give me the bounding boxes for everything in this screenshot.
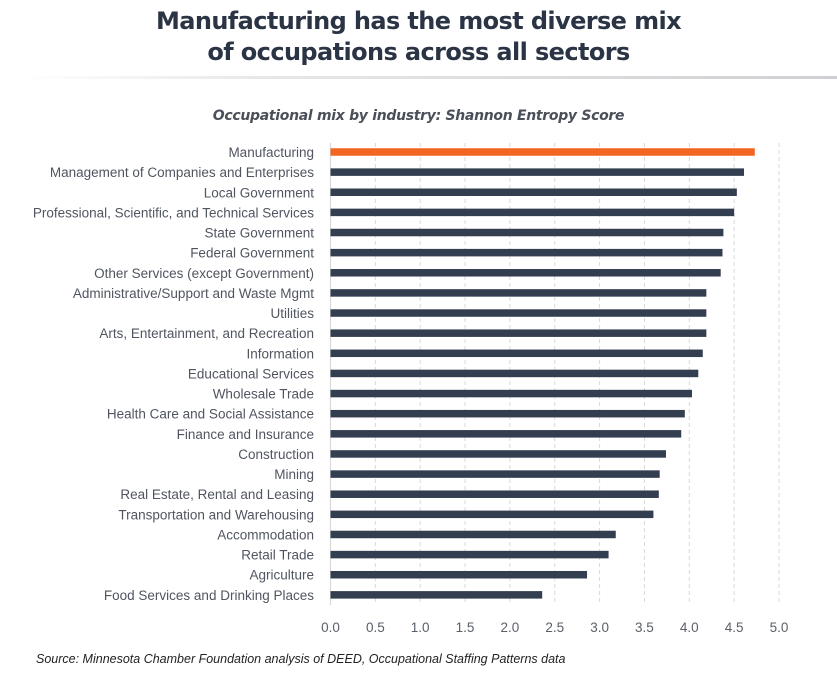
x-tick-label: 0.5 — [366, 620, 385, 635]
bar-administrative-support-and-waste-mgmt — [330, 289, 707, 297]
category-label: Management of Companies and Enterprises — [50, 165, 314, 180]
x-tick-label: 4.0 — [680, 620, 699, 635]
bar-retail-trade — [330, 550, 609, 559]
category-label: Mining — [274, 467, 314, 482]
category-label: Educational Services — [188, 366, 314, 381]
category-label: Administrative/Support and Waste Mgmt — [73, 286, 314, 301]
bar-accommodation — [330, 530, 616, 539]
page-title: Manufacturing has the most diverse mix o… — [0, 6, 837, 68]
x-tick-label: 3.5 — [635, 620, 654, 635]
category-label: Retail Trade — [241, 548, 314, 563]
category-label: Real Estate, Rental and Leasing — [120, 487, 314, 502]
bar-transportation-and-warehousing — [330, 510, 654, 519]
x-tick-label: 3.0 — [590, 620, 609, 635]
bar-real-estate-rental-and-leasing — [330, 490, 659, 498]
chart-title: Occupational mix by industry: Shannon En… — [212, 108, 625, 124]
category-label: Manufacturing — [228, 145, 314, 160]
category-label: Transportation and Warehousing — [118, 507, 314, 522]
x-tick-label: 1.5 — [456, 620, 475, 635]
x-tick-label: 1.0 — [411, 620, 430, 635]
category-label: Accommodation — [217, 527, 314, 542]
bar-utilities — [330, 309, 707, 317]
bar-federal-government — [330, 248, 723, 257]
bar-information — [330, 349, 703, 358]
bar-construction — [330, 450, 666, 458]
x-tick-label: 4.5 — [725, 620, 744, 635]
category-label: Food Services and Drinking Places — [104, 588, 314, 603]
category-label: Utilities — [270, 306, 314, 321]
bar-professional-scientific-and-technical-services — [330, 208, 735, 217]
category-label: Other Services (except Government) — [94, 266, 314, 281]
title-divider — [20, 76, 837, 79]
bar-state-government — [330, 228, 724, 237]
x-axis-ticks: 0.0 0.5 1.0 1.5 2.0 2.5 3.0 3.5 4.0 4.5 5.0 — [321, 620, 788, 635]
bars — [330, 148, 755, 599]
x-tick-label: 0.0 — [321, 620, 340, 635]
category-label: Health Care and Social Assistance — [107, 407, 314, 422]
category-label: Construction — [238, 447, 314, 462]
bar-manufacturing — [330, 148, 755, 156]
title-line-1: Manufacturing has the most diverse mix — [155, 7, 682, 35]
bar-educational-services — [330, 369, 699, 378]
category-label: Information — [246, 346, 314, 361]
category-label: State Government — [204, 226, 314, 241]
category-label: Professional, Scientific, and Technical … — [33, 205, 314, 220]
x-tick-label: 2.5 — [545, 620, 564, 635]
bar-mining — [330, 470, 660, 478]
category-labels: Manufacturing Management of Companies and… — [33, 145, 314, 603]
category-label: Agriculture — [249, 568, 314, 583]
bar-wholesale-trade — [330, 389, 692, 398]
bar-health-care-and-social-assistance — [330, 409, 685, 418]
category-label: Wholesale Trade — [213, 387, 314, 402]
bar-finance-and-insurance — [330, 430, 682, 438]
bar-food-services-and-drinking-places — [330, 591, 543, 599]
source-note: Source: Minnesota Chamber Foundation ana… — [36, 652, 566, 666]
x-tick-label: 2.0 — [501, 620, 520, 635]
bar-local-government — [330, 188, 737, 197]
bar-arts-entertainment-and-recreation — [330, 329, 707, 337]
bar-other-services-except-government — [330, 269, 721, 277]
category-label: Federal Government — [190, 246, 314, 261]
category-label: Local Government — [204, 185, 315, 200]
category-label: Finance and Insurance — [177, 427, 314, 442]
bar-agriculture — [330, 570, 588, 579]
category-label: Arts, Entertainment, and Recreation — [99, 326, 314, 341]
bar-management-of-companies-and-enterprises — [330, 168, 745, 176]
x-tick-label: 5.0 — [770, 620, 789, 635]
title-line-2: of occupations across all sectors — [207, 38, 630, 66]
